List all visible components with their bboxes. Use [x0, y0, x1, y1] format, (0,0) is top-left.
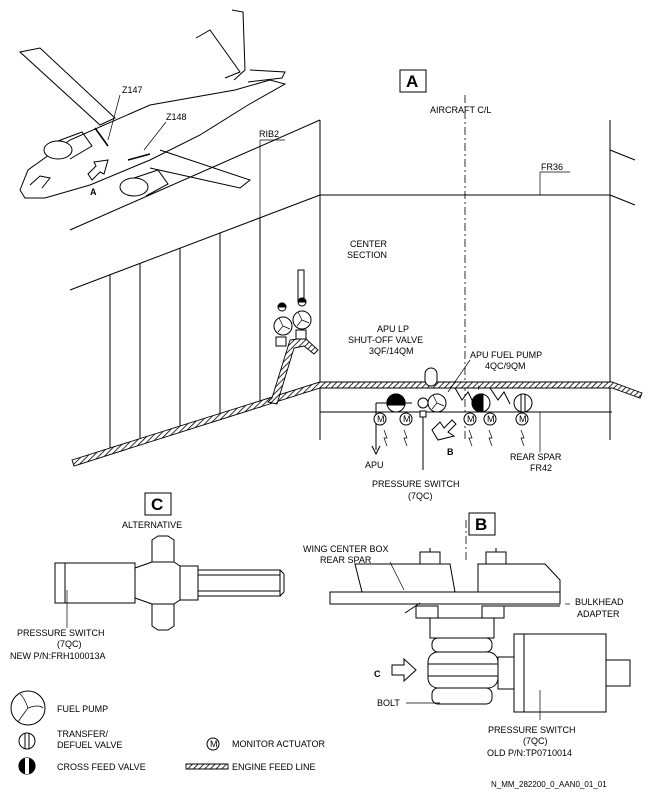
pressure-switch-b-label-1: PRESSURE SWITCH — [488, 725, 576, 735]
center-section-label-1: CENTER — [350, 239, 388, 249]
pressure-switch-a-label-1: PRESSURE SWITCH — [372, 479, 460, 489]
monitor-label-1: M — [377, 414, 385, 424]
feed-line-riser — [267, 337, 319, 405]
monitor-symbol-letter: M — [210, 739, 218, 749]
alt-pressure-switch-label-2: (7QC) — [57, 639, 82, 649]
view-b-arrow-label: B — [447, 447, 454, 457]
monitor-actuators — [373, 412, 541, 452]
center-section-label-2: SECTION — [347, 250, 387, 260]
zone-z147-label: Z147 — [122, 85, 143, 95]
engine-feed-line-symbol-icon — [185, 763, 229, 770]
view-b-assembly — [329, 520, 631, 720]
rib2-label: RIB2 — [259, 129, 279, 139]
view-a-arrow-label: A — [90, 187, 97, 197]
transfer-valve-symbol-icon — [18, 732, 36, 750]
view-c-arrow-label: C — [374, 669, 381, 679]
monitor-actuator-symbol-icon — [206, 737, 220, 751]
svg-text:+: + — [476, 383, 481, 393]
wing-center-box-label-1: WING CENTER BOX — [303, 544, 389, 554]
legend-monitor-label: MONITOR ACTUATOR — [232, 739, 326, 749]
view-a-letter: A — [406, 72, 418, 91]
rib2-pump-assembly — [273, 269, 312, 347]
legend-fuel-pump-label: FUEL PUMP — [57, 704, 108, 714]
pressure-switch-a-label-2: (7QC) — [408, 491, 433, 501]
alt-pressure-switch-label-1: PRESSURE SWITCH — [17, 628, 105, 638]
document-reference: N_MM_282200_0_AAN0_01_01 — [491, 780, 607, 789]
alt-pressure-switch-drawing — [54, 535, 285, 631]
rear-spar-label-1: REAR SPAR — [510, 452, 562, 462]
apu-lp-label-2: SHUT-OFF VALVE — [348, 335, 423, 345]
pressure-switch-b-label-3: OLD P/N:TP0710014 — [487, 748, 572, 758]
apu-fuel-pump-label-1: APU FUEL PUMP — [470, 350, 542, 360]
apu-lp-label-3: 3QF/14QM — [369, 346, 414, 356]
engine-feed-line — [71, 381, 643, 467]
monitor-label-4: M — [487, 414, 495, 424]
rear-spar-label-2: FR42 — [530, 463, 552, 473]
alt-pressure-switch-label-3: NEW P/N:FRH100013A — [10, 651, 106, 661]
aircraft-overview — [18, 9, 287, 199]
monitor-label-5: M — [519, 414, 527, 424]
bulkhead-adapter-label-1: BULKHEAD — [575, 597, 624, 607]
apu-lp-label-1: APU LP — [377, 324, 409, 334]
tank-structure — [69, 95, 636, 455]
alternative-label: ALTERNATIVE — [122, 520, 182, 530]
view-b-letter: B — [475, 515, 487, 534]
fuel-pump-blades-icon — [17, 693, 44, 723]
legend-crossfeed-label: CROSS FEED VALVE — [57, 762, 146, 772]
monitor-label-2: M — [403, 414, 411, 424]
aircraft-centerline-label: AIRCRAFT C/L — [430, 105, 491, 115]
view-b-arrow — [431, 419, 457, 441]
fr36-label: FR36 — [541, 162, 563, 172]
monitor-label-3: M — [467, 414, 475, 424]
view-c-box — [144, 492, 172, 516]
bulkhead-adapter-label-2: ADAPTER — [577, 609, 620, 619]
pressure-switch-b-label-2: (7QC) — [523, 736, 548, 746]
legend — [10, 690, 229, 775]
view-b-box — [468, 512, 496, 536]
apu-label: APU — [365, 460, 384, 470]
view-c-arrow — [391, 657, 417, 683]
zone-z148-label: Z148 — [166, 112, 187, 122]
apu-components: + — [371, 359, 533, 470]
bolt-label: BOLT — [377, 698, 400, 708]
wing-center-box-label-2: REAR SPAR — [320, 555, 372, 565]
legend-transfer-label-1: TRANSFER/ — [57, 729, 109, 739]
legend-transfer-label-2: DEFUEL VALVE — [57, 740, 122, 750]
view-a-box — [399, 69, 427, 93]
apu-fuel-pump-label-2: 4QC/9QM — [485, 361, 526, 371]
legend-feed-line-label: ENGINE FEED LINE — [232, 762, 316, 772]
view-c-letter: C — [151, 495, 163, 514]
